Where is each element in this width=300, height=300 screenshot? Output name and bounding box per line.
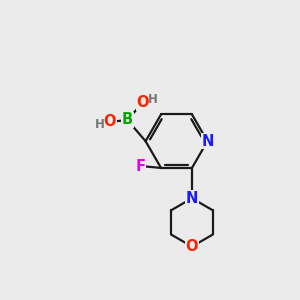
Text: N: N (201, 134, 214, 149)
Text: H: H (148, 93, 158, 106)
Text: B: B (122, 112, 133, 128)
Text: F: F (135, 159, 146, 174)
Text: O: O (186, 239, 198, 254)
Text: O: O (136, 95, 149, 110)
Text: N: N (186, 191, 198, 206)
Text: O: O (103, 114, 116, 129)
Text: H: H (94, 118, 104, 131)
